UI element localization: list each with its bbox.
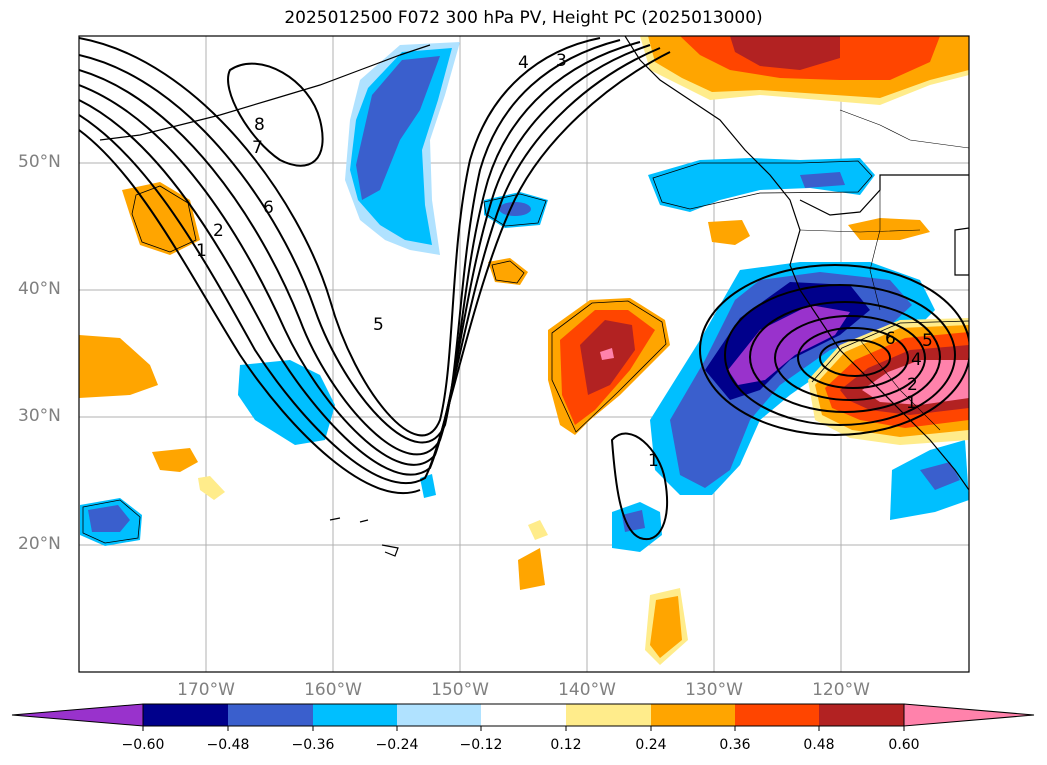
colorbar-tick-label: −0.60 xyxy=(121,737,165,753)
contour-label: 6 xyxy=(885,329,896,349)
map-title: 2025012500 F072 300 hPa PV, Height PC (2… xyxy=(284,8,763,28)
lat-label: 20°N xyxy=(18,534,61,554)
lon-label: 150°W xyxy=(431,680,489,700)
contour-label: 3 xyxy=(556,51,567,71)
lat-label: 30°N xyxy=(18,406,61,426)
colorbar-swatch xyxy=(143,704,228,726)
contour-label: 2 xyxy=(907,375,918,395)
lon-label: 130°W xyxy=(685,680,743,700)
colorbar-tick-label: 0.48 xyxy=(803,737,835,753)
colorbar-tick-label: 0.12 xyxy=(550,737,582,753)
lon-label: 160°W xyxy=(304,680,362,700)
colorbar-swatch xyxy=(819,704,904,726)
colorbar-tick-label: −0.36 xyxy=(291,737,335,753)
contour-label: 2 xyxy=(213,221,224,241)
colorbar-swatch xyxy=(397,704,481,726)
lat-label: 50°N xyxy=(18,152,61,172)
colorbar-extend-high xyxy=(903,703,1035,727)
contour-labels: 4 3 8 7 6 2 1 5 1 6 5 4 2 1 xyxy=(196,51,933,471)
state-borders xyxy=(799,109,969,431)
colorbar-tick-label: −0.12 xyxy=(459,737,503,753)
colorbar-swatch xyxy=(735,704,819,726)
contour-label: 1 xyxy=(648,451,659,471)
colorbar-extend-low xyxy=(11,703,144,727)
colorbar-tick-label: 0.24 xyxy=(635,737,667,753)
colorbar xyxy=(11,703,1035,731)
colorbar-tick-label: 0.60 xyxy=(888,737,920,753)
colorbar-tick-label: −0.48 xyxy=(206,737,250,753)
contour-label: 8 xyxy=(254,115,265,135)
contour-label: 6 xyxy=(263,198,274,218)
contour-label: 5 xyxy=(373,315,384,335)
lon-label: 170°W xyxy=(177,680,235,700)
colorbar-swatch xyxy=(228,704,313,726)
colorbar-tick-label: 0.36 xyxy=(719,737,751,753)
colorbar-swatch xyxy=(313,704,397,726)
contour-label: 1 xyxy=(906,393,917,413)
lat-label: 40°N xyxy=(18,279,61,299)
colorbar-swatch xyxy=(651,704,735,726)
contour-label: 5 xyxy=(922,331,933,351)
contour-label: 4 xyxy=(911,350,922,370)
lon-label: 120°W xyxy=(812,680,870,700)
lon-label: 140°W xyxy=(558,680,616,700)
pv-negative-anomalies xyxy=(80,42,969,552)
contour-label: 1 xyxy=(196,241,207,261)
colorbar-swatch xyxy=(481,704,566,726)
height-contours xyxy=(79,37,969,541)
colorbar-swatch xyxy=(566,704,651,726)
contour-label: 7 xyxy=(252,138,263,158)
colorbar-tick-label: −0.24 xyxy=(375,737,419,753)
pv-positive-anomalies xyxy=(79,36,969,665)
contour-label: 4 xyxy=(518,53,529,73)
